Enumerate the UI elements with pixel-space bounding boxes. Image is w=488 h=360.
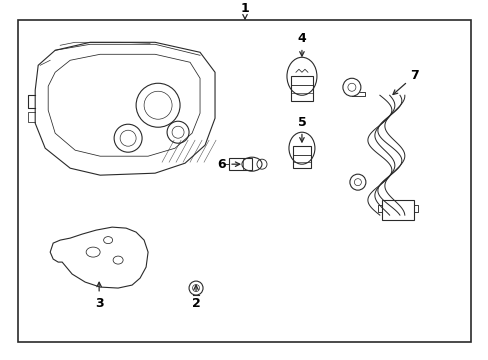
Bar (292, 146, 310, 168)
Text: 7: 7 (392, 69, 418, 94)
Text: 3: 3 (95, 282, 103, 310)
Bar (18, 20, 470, 342)
Bar (290, 76, 312, 101)
Bar (381, 200, 413, 220)
Text: 6: 6 (217, 158, 239, 171)
Bar (228, 158, 251, 170)
Text: 1: 1 (240, 2, 249, 19)
Text: 5: 5 (297, 116, 305, 142)
Text: 2: 2 (191, 285, 200, 310)
Text: 4: 4 (297, 32, 305, 56)
